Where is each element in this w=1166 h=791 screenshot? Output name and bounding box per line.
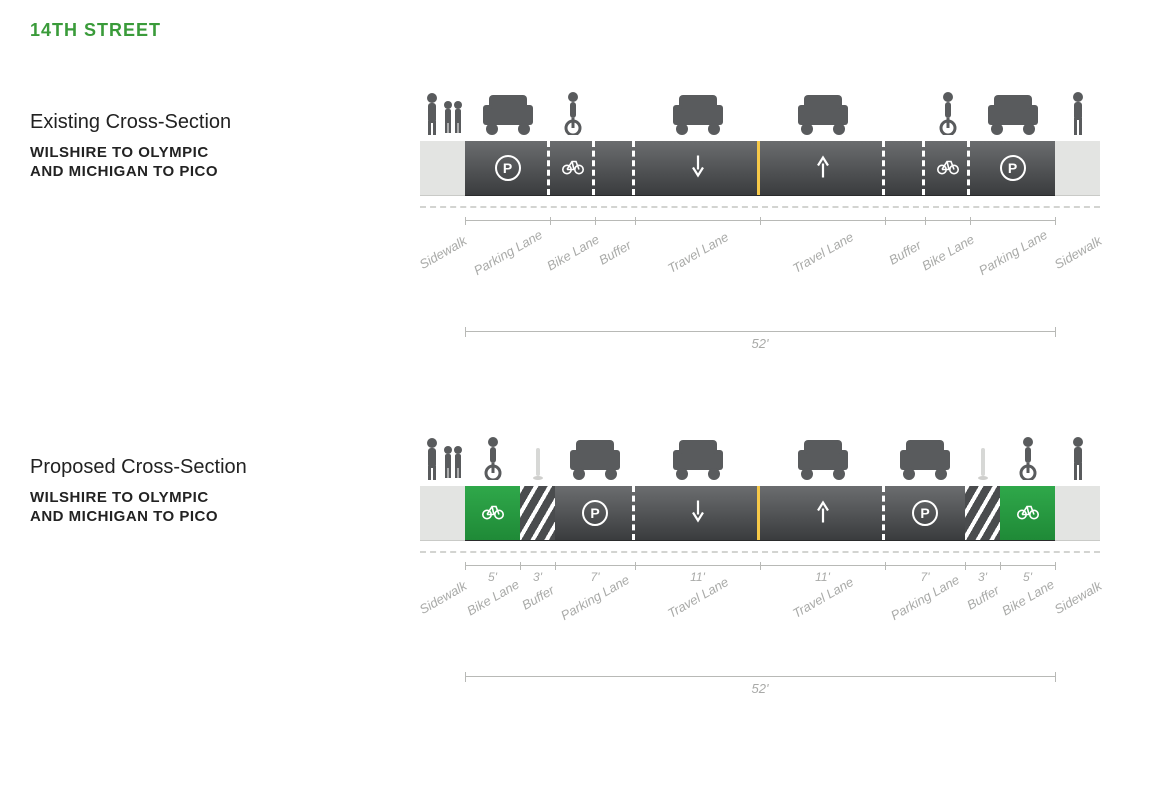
lane-park-r: P xyxy=(885,486,965,541)
bike-icon xyxy=(562,159,584,178)
car-icon xyxy=(894,438,956,485)
category-label: Sidewalk xyxy=(416,233,469,272)
lane-park-l: P xyxy=(555,486,635,541)
dimension-label: 11' xyxy=(690,570,705,584)
lane-travel-l xyxy=(635,141,760,196)
cyclist-icon xyxy=(1014,436,1042,485)
lane-bike-r xyxy=(925,141,970,196)
car-icon xyxy=(667,438,729,485)
down-icon xyxy=(691,501,705,526)
up-icon xyxy=(816,501,830,526)
proposed-section: Proposed Cross-Section WILSHIRE TO OLYMPI… xyxy=(30,426,1146,701)
car-icon xyxy=(982,93,1044,140)
cyclist-icon xyxy=(934,91,962,140)
lane-bike-l xyxy=(465,486,520,541)
page-title: 14TH STREET xyxy=(30,20,1146,41)
cyclist-icon xyxy=(559,91,587,140)
pedestrian-icon xyxy=(1068,91,1088,140)
section-subtitle: WILSHIRE TO OLYMPICAND MICHIGAN TO PICO xyxy=(30,144,420,182)
total-width-ruler: 52' xyxy=(465,676,1055,701)
category-label: Sidewalk xyxy=(1051,233,1104,272)
cyclist-icon xyxy=(479,436,507,485)
lane-sidewalk-right xyxy=(1055,486,1100,541)
lane-bike-r xyxy=(1000,486,1055,541)
bollard-icon xyxy=(978,448,988,485)
lane-travel-r xyxy=(760,141,885,196)
dimension-label: 7' xyxy=(591,570,600,584)
lane-buf-r xyxy=(965,486,1000,541)
existing-section: Existing Cross-Section WILSHIRE TO OLYMPI… xyxy=(30,81,1146,356)
up-icon xyxy=(816,156,830,181)
lane-buf-l xyxy=(520,486,555,541)
bike-icon xyxy=(937,159,959,178)
parking-icon: P xyxy=(912,500,938,526)
lane-sidewalk-right xyxy=(1055,141,1100,196)
dimension-label: 11' xyxy=(815,570,830,584)
section-title: Proposed Cross-Section xyxy=(30,456,420,479)
dimension-label: 5' xyxy=(1023,570,1032,584)
dimension-label: 7' xyxy=(921,570,930,584)
cross-section-strip: P P xyxy=(420,426,1120,541)
total-width-label: 52' xyxy=(752,336,769,351)
total-width-ruler: 52' xyxy=(465,331,1055,356)
car-icon xyxy=(792,438,854,485)
bollard-icon xyxy=(533,448,543,485)
lane-park-r: P xyxy=(970,141,1055,196)
down-icon xyxy=(691,156,705,181)
lane-buf-l xyxy=(595,141,635,196)
lane-sidewalk-left xyxy=(420,141,465,196)
parking-icon: P xyxy=(495,155,521,181)
category-labels: SidewalkBike LaneBufferParking LaneTrave… xyxy=(420,588,1100,640)
car-icon xyxy=(564,438,626,485)
pedestrian-icon xyxy=(420,91,466,140)
pedestrian-icon xyxy=(420,436,466,485)
dimension-label: 3' xyxy=(978,570,987,584)
ruler-extension xyxy=(420,551,1100,553)
parking-icon: P xyxy=(1000,155,1026,181)
car-icon xyxy=(792,93,854,140)
dimension-label: 5' xyxy=(488,570,497,584)
pedestrian-icon xyxy=(1068,436,1088,485)
cross-section-strip: P xyxy=(420,81,1120,196)
dimension-ruler: 5' 3' 7' 11' 11' 7' 3' 5' xyxy=(465,565,1055,588)
lane-buf-r xyxy=(885,141,925,196)
category-label: Sidewalk xyxy=(416,578,469,617)
category-labels: SidewalkParking LaneBike LaneBufferTrave… xyxy=(420,243,1100,295)
bike-icon xyxy=(482,504,504,523)
lane-travel-r xyxy=(760,486,885,541)
category-label: Sidewalk xyxy=(1051,578,1104,617)
total-width-label: 52' xyxy=(752,681,769,696)
section-title: Existing Cross-Section xyxy=(30,111,420,134)
car-icon xyxy=(667,93,729,140)
lane-sidewalk-left xyxy=(420,486,465,541)
lane-park-l: P xyxy=(465,141,550,196)
dimension-label: 3' xyxy=(533,570,542,584)
section-subtitle: WILSHIRE TO OLYMPICAND MICHIGAN TO PICO xyxy=(30,489,420,527)
lane-travel-l xyxy=(635,486,760,541)
parking-icon: P xyxy=(582,500,608,526)
bike-icon xyxy=(1017,504,1039,523)
ruler-extension xyxy=(420,206,1100,208)
lane-bike-l xyxy=(550,141,595,196)
car-icon xyxy=(477,93,539,140)
